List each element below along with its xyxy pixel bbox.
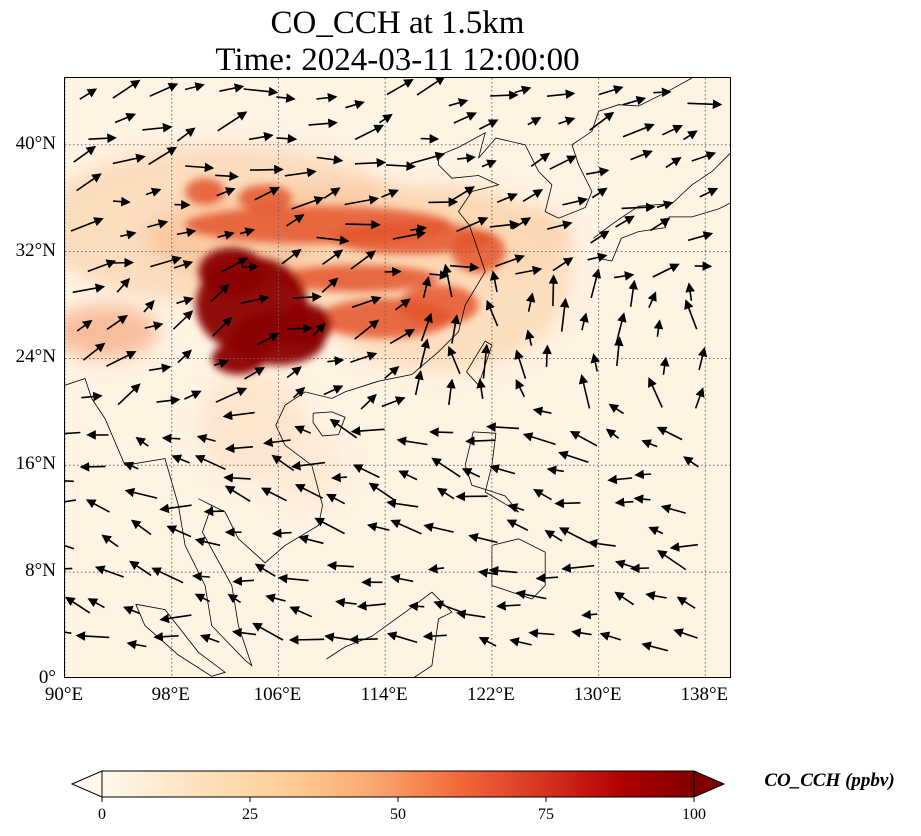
lat-tick-label: 8°N	[25, 560, 56, 582]
colorbar	[70, 770, 726, 802]
lon-tick-label: 90°E	[44, 684, 84, 705]
wind-vectors	[65, 78, 723, 652]
lon-tick-label: 114°E	[360, 684, 408, 705]
colorbar-extend-high	[693, 770, 726, 798]
lon-tick-label: 130°E	[573, 684, 622, 705]
lon-tick-label: 138°E	[680, 684, 729, 705]
map-panel	[64, 77, 731, 678]
colorbar-tick-label: 75	[538, 806, 554, 823]
lon-tick-label: 122°E	[467, 684, 515, 705]
colorbar-tick-label: 0	[98, 806, 106, 823]
lat-tick-label: 24°N	[15, 346, 56, 368]
map-title: CO_CCH at 1.5km	[270, 5, 525, 41]
map-subtitle-time: Time: 2024-03-11 12:00:00	[215, 42, 580, 78]
lon-tick-label: 98°E	[151, 684, 190, 705]
colorbar-tick-label: 100	[682, 806, 706, 823]
lat-tick-label: 16°N	[15, 453, 56, 475]
colorbar-label: CO_CCH (ppbv)	[764, 770, 895, 791]
lat-tick-label: 40°N	[15, 132, 56, 154]
lon-tick-label: 106°E	[253, 684, 302, 705]
colorbar-tick-label: 50	[390, 806, 406, 823]
map-canvas	[65, 78, 730, 677]
colorbar-bar	[101, 770, 695, 798]
gridlines	[65, 78, 730, 677]
colorbar-tick-label: 25	[242, 806, 258, 823]
lat-tick-label: 0°	[38, 667, 56, 688]
lat-tick-label: 32°N	[15, 239, 56, 261]
colorbar-extend-low	[70, 770, 103, 798]
